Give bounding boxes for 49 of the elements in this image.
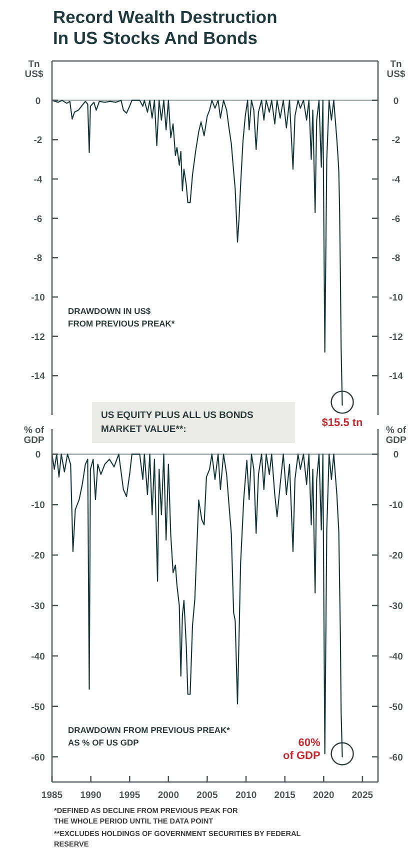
y-tick-label: -14 — [31, 371, 46, 382]
y-tick-label: 0 — [35, 450, 41, 461]
y-tick-label: -20 — [31, 550, 45, 562]
y2-tick-label: -6 — [392, 214, 400, 225]
annotation: $15.5 tn — [322, 417, 364, 429]
chart-title: Record Wealth Destruction In US Stocks And Bonds — [53, 7, 278, 48]
y-tick-label: -10 — [31, 292, 45, 304]
y2-tick-label: -30 — [389, 601, 403, 612]
y-tick-label: 0 — [35, 96, 41, 107]
y-tick-label: -8 — [34, 253, 42, 264]
y2-tick-label: -10 — [389, 292, 403, 304]
x-tick-label: 2025 — [352, 790, 374, 801]
y2-tick-label: -60 — [389, 752, 403, 764]
text: US EQUITY PLUS ALL US BONDS MARKET VALUE**: — [101, 410, 254, 435]
y2-tick-label: -8 — [392, 253, 400, 264]
y-tick-label: -60 — [31, 752, 45, 764]
y2-tick-label: -2 — [392, 135, 400, 146]
annotation: DRAWDOWN IN US$ FROM PREVIOUS PREAK* — [68, 306, 176, 328]
y-tick-label: -30 — [31, 601, 45, 612]
y2-tick-label: -4 — [392, 174, 401, 186]
x-tick-label: 2010 — [235, 790, 257, 801]
y2-tick-label: -40 — [389, 651, 403, 662]
x-tick-label: 2020 — [313, 790, 334, 801]
x-tick-label: 2015 — [274, 790, 296, 801]
y2-tick-label: -20 — [389, 550, 403, 562]
y2-axis-title: % of GDP — [386, 425, 407, 446]
y2-tick-label: -12 — [389, 332, 403, 343]
annotation: 60% of GDP — [283, 736, 320, 762]
y-tick-label: -50 — [31, 702, 45, 713]
x-tick-label: 2000 — [158, 790, 179, 801]
x-tick-label: 1990 — [80, 790, 102, 801]
x-tick-label: 1995 — [119, 790, 141, 801]
y-tick-label: -10 — [31, 500, 45, 512]
y-axis-title: % of GDP — [24, 425, 45, 446]
y2-tick-label: -10 — [389, 500, 403, 512]
y-tick-label: -40 — [31, 651, 45, 662]
y-tick-label: -12 — [31, 332, 45, 343]
y-tick-label: -2 — [34, 135, 42, 146]
y-axis-title: Tn US$ — [24, 59, 44, 80]
y2-tick-label: -50 — [389, 702, 403, 713]
y2-tick-label: 0 — [393, 96, 399, 107]
y2-tick-label: -14 — [389, 371, 404, 382]
y-tick-label: -6 — [34, 214, 42, 225]
x-tick-label: 1985 — [41, 790, 64, 801]
y-tick-label: -4 — [34, 174, 43, 186]
y2-axis-title: Tn US$ — [386, 59, 406, 80]
y2-tick-label: 0 — [393, 450, 399, 461]
x-tick-label: 2005 — [196, 790, 219, 801]
annotation: DRAWDOWN FROM PREVIOUS PREAK* AS % OF US GDP — [68, 725, 231, 748]
